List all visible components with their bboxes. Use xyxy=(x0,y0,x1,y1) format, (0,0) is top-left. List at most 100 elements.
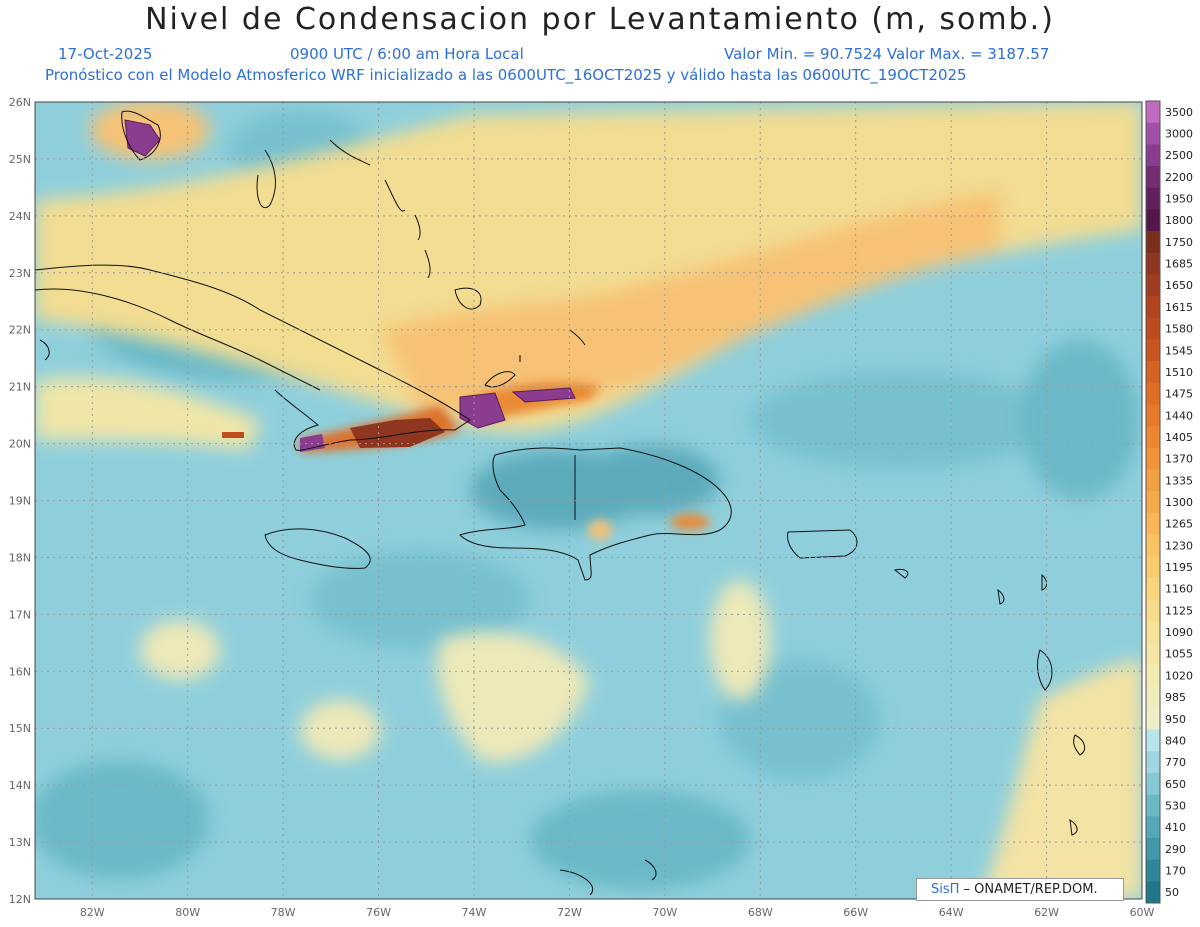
legend-label: 290 xyxy=(1165,843,1186,856)
legend-label: 1370 xyxy=(1165,453,1193,466)
legend-label: 1580 xyxy=(1165,323,1193,336)
credit-box: SisΠ – ONAMET/REP.DOM. xyxy=(916,878,1124,901)
legend-swatch xyxy=(1146,382,1160,405)
legend-label: 410 xyxy=(1165,821,1186,834)
legend-swatch xyxy=(1146,751,1160,774)
legend-swatch xyxy=(1146,252,1160,275)
legend-swatch xyxy=(1146,729,1160,752)
latitude-labels: 26N 25N 24N 23N 22N 21N 20N 19N 18N 17N 16N 15N 14N 1… xyxy=(9,96,31,906)
legend-border xyxy=(1145,100,1161,904)
legend-swatch xyxy=(1146,231,1160,254)
lat-label: 13N xyxy=(9,836,31,849)
forecast-time: 0900 UTC / 6:00 am Hora Local xyxy=(290,45,524,63)
legend-swatch xyxy=(1146,642,1160,666)
legend-swatch xyxy=(1146,512,1160,536)
lon-label: 72W xyxy=(557,906,582,919)
legend-swatch xyxy=(1146,166,1160,189)
legend-swatch xyxy=(1146,361,1160,384)
legend-label: 1230 xyxy=(1165,539,1193,552)
legend-label: 1160 xyxy=(1165,583,1193,596)
legend-swatch xyxy=(1146,881,1160,904)
lon-label: 76W xyxy=(366,906,391,919)
legend-swatch xyxy=(1146,426,1160,449)
legend-label: 1405 xyxy=(1165,431,1193,444)
legend-swatch xyxy=(1146,837,1160,861)
legend-label: 2200 xyxy=(1165,171,1193,184)
legend-swatch xyxy=(1146,816,1160,839)
legend-swatch xyxy=(1146,556,1160,579)
legend-label: 950 xyxy=(1165,713,1186,726)
legend-label: 3000 xyxy=(1165,128,1193,141)
legend-swatch xyxy=(1146,664,1160,687)
legend-label: 1475 xyxy=(1165,388,1193,401)
legend-label: 50 xyxy=(1165,886,1179,899)
map-title: Nivel de Condensacion por Levantamiento … xyxy=(145,2,1055,37)
credit-text: – ONAMET/REP.DOM. xyxy=(959,882,1098,897)
legend-swatch xyxy=(1146,447,1160,470)
lon-label: 70W xyxy=(652,906,677,919)
legend-label: 530 xyxy=(1165,799,1186,812)
legend-label: 770 xyxy=(1165,756,1186,769)
legend-swatch xyxy=(1146,859,1160,882)
lcl-field xyxy=(35,102,1142,899)
legend-swatch xyxy=(1146,469,1160,492)
legend-swatch xyxy=(1146,209,1160,232)
legend-swatch xyxy=(1146,491,1160,514)
value-min-max: Valor Min. = 90.7524 Valor Max. = 3187.5… xyxy=(724,45,1050,63)
lat-label: 21N xyxy=(9,381,31,394)
lat-label: 19N xyxy=(9,495,31,508)
lon-label: 62W xyxy=(1034,906,1059,919)
legend-swatch xyxy=(1146,772,1160,796)
lon-label: 74W xyxy=(462,906,487,919)
legend-label: 1650 xyxy=(1165,279,1193,292)
legend-swatch xyxy=(1146,274,1160,297)
lon-label: 68W xyxy=(748,906,773,919)
legend-label: 1125 xyxy=(1165,604,1193,617)
legend-swatch xyxy=(1146,577,1160,601)
legend-label: 1055 xyxy=(1165,648,1193,661)
legend-label: 1950 xyxy=(1165,193,1193,206)
lat-label: 18N xyxy=(9,551,31,564)
lat-label: 17N xyxy=(9,608,31,621)
legend-label: 650 xyxy=(1165,778,1186,791)
legend-swatch xyxy=(1146,534,1160,557)
map-frame xyxy=(34,101,1143,900)
legend-label: 1195 xyxy=(1165,561,1193,574)
lat-label: 23N xyxy=(9,267,31,280)
lon-label: 80W xyxy=(175,906,200,919)
legend-label: 1685 xyxy=(1165,258,1193,271)
legend-swatch xyxy=(1146,599,1160,622)
lat-label: 22N xyxy=(9,324,31,337)
legend-swatch xyxy=(1146,621,1160,644)
lon-label: 66W xyxy=(843,906,868,919)
lat-label: 26N xyxy=(9,96,31,109)
longitude-labels: 82W 80W 78W 76W 74W 72W 70W 68W 66W 64W 62W 60W xyxy=(80,906,1155,919)
lon-label: 60W xyxy=(1130,906,1155,919)
legend-swatch xyxy=(1146,686,1160,709)
lon-label: 78W xyxy=(271,906,296,919)
legend-label: 170 xyxy=(1165,864,1186,877)
legend-label: 985 xyxy=(1165,691,1186,704)
legend-swatch xyxy=(1146,296,1160,319)
legend-swatch xyxy=(1146,404,1160,427)
legend-label: 1265 xyxy=(1165,518,1193,531)
legend-swatch xyxy=(1146,144,1160,167)
coastlines xyxy=(34,110,1086,896)
legend-swatch xyxy=(1146,122,1160,145)
legend-label: 2500 xyxy=(1165,149,1193,162)
legend-label: 1020 xyxy=(1165,669,1193,682)
lat-label: 15N xyxy=(9,722,31,735)
lat-label: 25N xyxy=(9,153,31,166)
legend-label: 1800 xyxy=(1165,214,1193,227)
legend-swatch xyxy=(1146,101,1160,124)
lat-label: 24N xyxy=(9,210,31,223)
lat-label: 12N xyxy=(9,893,31,906)
legend-label: 1090 xyxy=(1165,626,1193,639)
lat-label: 16N xyxy=(9,665,31,678)
legend-label: 1300 xyxy=(1165,496,1193,509)
lat-label: 14N xyxy=(9,779,31,792)
lat-label: 20N xyxy=(9,438,31,451)
legend-label: 1750 xyxy=(1165,236,1193,249)
color-legend: 3500 3000 2500 2200 1950 1800 1750 1685 1650 1615… xyxy=(1145,100,1193,904)
legend-swatch xyxy=(1146,794,1160,817)
